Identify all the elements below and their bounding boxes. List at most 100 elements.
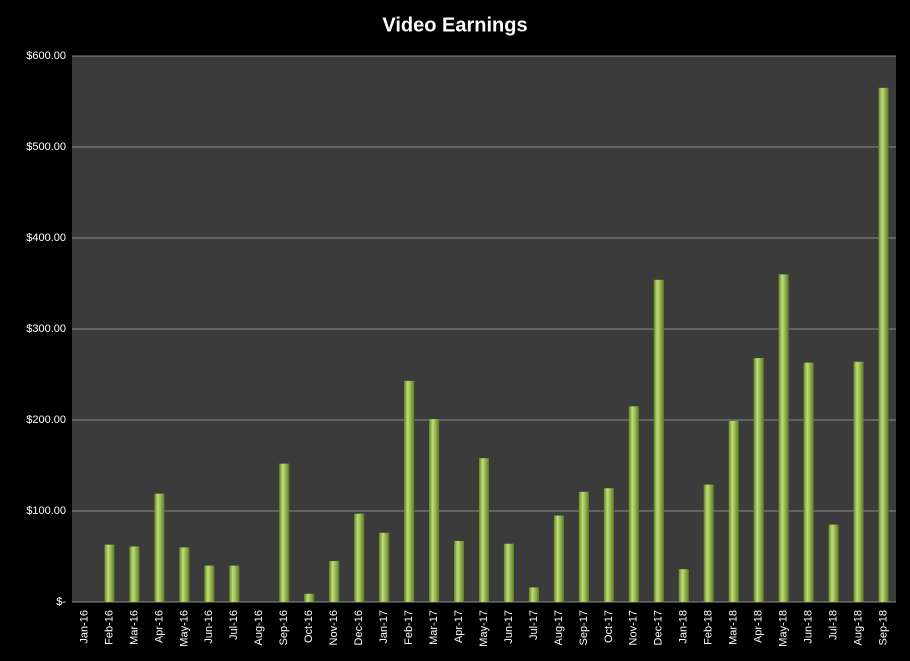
bar-group [878,87,889,603]
x-tick-label: Mar-16 [128,610,140,645]
bar-group [503,543,514,602]
bar-shade [454,541,465,602]
x-tick-label: Jun-18 [803,610,815,644]
bar-shade [354,513,365,602]
x-tick-label: Jan-16 [78,610,90,644]
x-tick-label: Aug-18 [852,610,864,645]
y-tick-label: $300.00 [26,323,66,335]
x-tick-label: Nov-17 [628,610,640,645]
x-tick-label: May-16 [178,610,190,647]
bar-group [578,491,589,602]
y-tick-label: $100.00 [26,505,66,517]
bar-group [154,493,165,602]
bar-group [179,547,190,602]
bar-group [628,406,639,602]
x-tick-label: Jul-17 [528,610,540,640]
bar-group [803,362,814,602]
bar-group [603,488,614,602]
x-tick-label: May-18 [778,610,790,647]
bar-group [404,380,415,602]
bar-shade [503,543,514,602]
bar-shade [778,274,789,602]
bar-group [528,587,539,602]
bar-shade [379,532,390,602]
bar-shade [703,484,714,602]
bar-group [129,546,140,602]
x-tick-label: Feb-18 [703,610,715,645]
x-tick-label: Feb-16 [103,610,115,645]
bar-group [853,361,864,602]
bar-shade [553,515,564,602]
bar-shade [279,463,290,602]
x-tick-label: May-17 [478,610,490,647]
x-tick-label: Oct-17 [603,610,615,643]
bar-group [379,532,390,602]
bar-shade [603,488,614,602]
x-tick-label: Sep-17 [578,610,590,645]
x-tick-label: Feb-17 [403,610,415,645]
x-tick-label: Mar-18 [728,610,740,645]
bar-shade [429,419,440,602]
bar-shade [803,362,814,602]
bar-group [429,419,440,602]
x-tick-label: Jan-17 [378,610,390,644]
x-tick-label: Apr-18 [753,610,765,643]
x-tick-label: Dec-16 [353,610,365,645]
x-tick-label: Apr-16 [153,610,165,643]
x-tick-label: Dec-17 [653,610,665,645]
bar-shade [129,546,140,602]
bar-shade [329,561,340,602]
bar-shade [853,361,864,602]
bar-shade [479,458,489,602]
x-tick-label: Nov-16 [328,610,340,645]
x-tick-label: Jan-18 [678,610,690,644]
x-tick-label: Sep-16 [278,610,290,645]
bar-shade [154,493,165,602]
bar-shade [653,279,664,602]
y-tick-label: $400.00 [26,232,66,244]
bar-group [329,561,340,602]
bar-shade [204,565,215,602]
bar-group [354,513,365,602]
bar-group [229,565,240,602]
bar-shade [179,547,190,602]
x-tick-label: Sep-18 [877,610,889,645]
x-tick-label: Oct-16 [303,610,315,643]
bar-group [454,541,465,602]
x-tick-label: Apr-17 [453,610,465,643]
bar-group [828,524,839,602]
y-tick-label: $- [56,596,66,608]
bar-group [104,544,115,602]
bar-shade [753,358,764,602]
bar-group [553,515,564,602]
bar-group [279,463,290,602]
bar-shade [229,565,240,602]
x-tick-label: Aug-16 [253,610,265,645]
bar-group [304,593,315,602]
bar-group [728,420,739,602]
bar-group [703,484,714,602]
chart-title: Video Earnings [382,14,527,36]
bar-shade [528,587,539,602]
bar-shade [828,524,839,602]
bar-shade [104,544,115,602]
bar-shade [678,569,689,602]
x-tick-label: Jun-17 [503,610,515,644]
bar-group [653,279,664,602]
bar-group [753,358,764,602]
bar-shade [404,380,415,602]
bar-group [678,569,689,602]
bar-group [479,458,489,602]
bar-shade [878,87,889,603]
y-tick-label: $200.00 [26,414,66,426]
bar-group [778,274,789,602]
y-tick-label: $500.00 [26,141,66,153]
bar-shade [728,420,739,602]
bar-shade [578,491,589,602]
x-tick-label: Jul-16 [228,610,240,640]
x-tick-label: Aug-17 [553,610,565,645]
y-tick-label: $600.00 [26,50,66,62]
x-tick-label: Jun-16 [203,610,215,644]
